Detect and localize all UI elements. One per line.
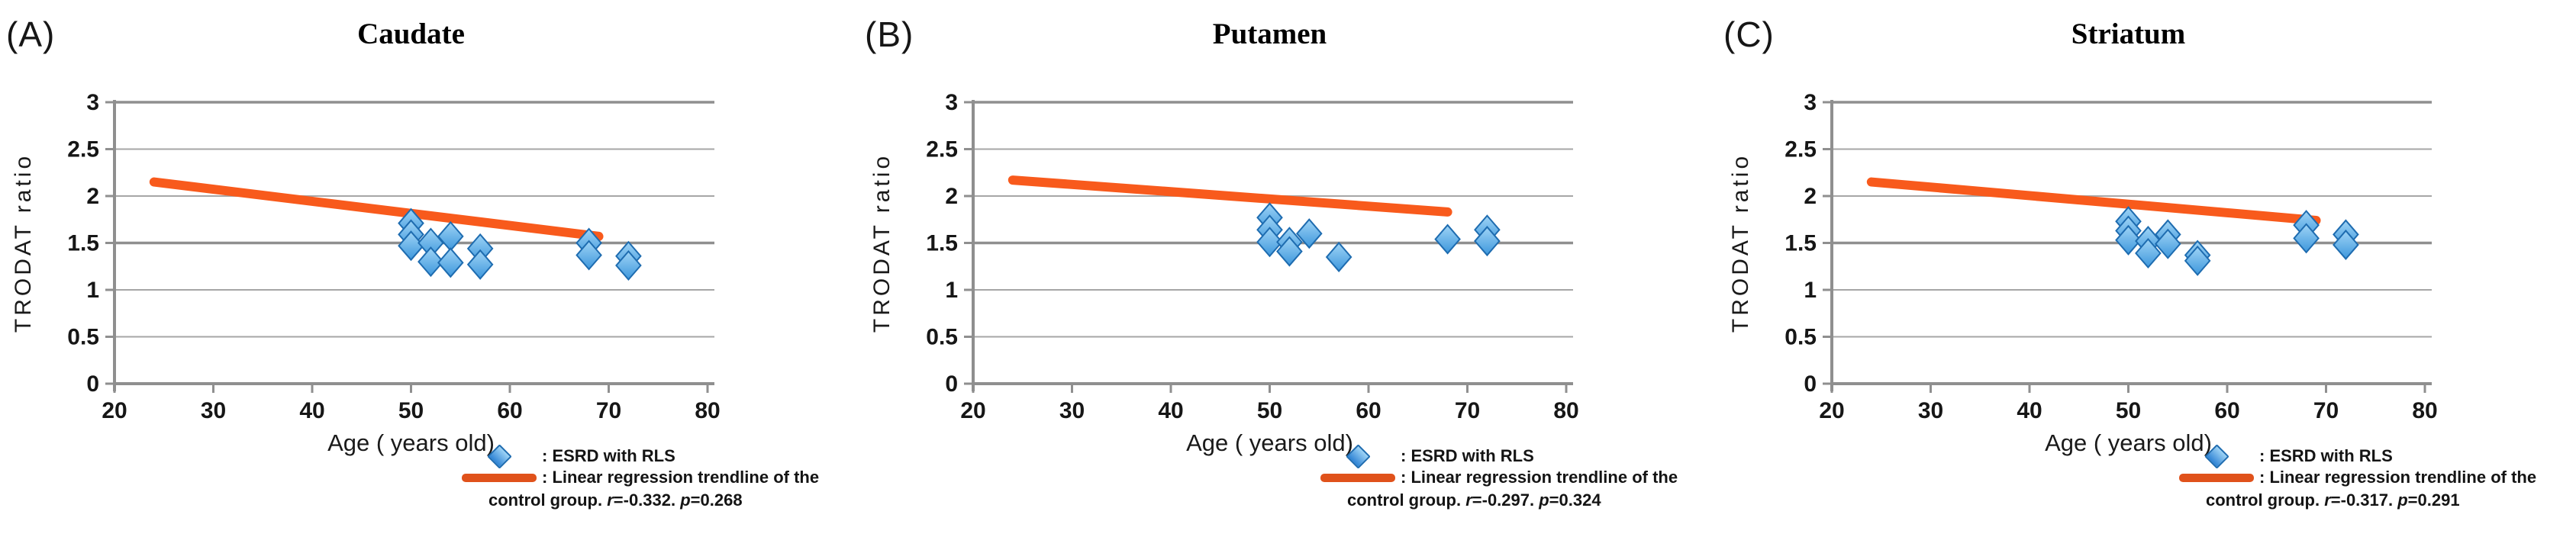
svg-text:2.5: 2.5 — [1785, 137, 1817, 162]
legend-row-trendline: : Linear regression trendline of the — [1315, 467, 1727, 488]
caudate-scatter-chart: 0 0.5 1 1.5 2 2.5 3 20 30 40 50 60 70 80 Age ( years o… — [11, 90, 721, 456]
legend-row-trendline: : Linear regression trendline of the — [456, 467, 869, 488]
legend-stats: control group. r=-0.332. p=0.268 — [488, 490, 743, 510]
svg-text:0: 0 — [945, 371, 958, 397]
svg-text:70: 70 — [2313, 398, 2339, 423]
trendline-swatch-icon — [2174, 473, 2259, 482]
legend-trendline-label: : Linear regression trendline of the — [1401, 468, 1678, 487]
legend-esrd-label: : ESRD with RLS — [542, 446, 675, 465]
svg-text:0.5: 0.5 — [1785, 325, 1817, 350]
svg-text:TRODAT ratio: TRODAT ratio — [11, 153, 36, 333]
putamen-scatter-chart: 0 0.5 1 1.5 2 2.5 3 20 30 40 50 60 70 80 Age ( years o… — [869, 90, 1579, 456]
legend-row-esrd: : ESRD with RLS — [2174, 443, 2576, 469]
svg-text:80: 80 — [1553, 398, 1578, 423]
svg-text:1: 1 — [86, 278, 99, 303]
legend-trendline-label: : Linear regression trendline of the — [2259, 468, 2537, 487]
svg-text:1.5: 1.5 — [67, 231, 99, 256]
svg-text:40: 40 — [299, 398, 324, 423]
svg-text:1: 1 — [1804, 278, 1817, 303]
legend-esrd-label: : ESRD with RLS — [2259, 446, 2393, 465]
svg-text:60: 60 — [2214, 398, 2239, 423]
esrd-diamond-icon — [2174, 443, 2259, 469]
panel-caudate: (A) Caudate 0 0.5 1 1.5 2 2.5 3 20 30 40 50 60 70 80 A… — [0, 0, 859, 537]
svg-text:3: 3 — [1804, 90, 1817, 115]
svg-text:2: 2 — [86, 184, 99, 209]
legend-row-trendline: : Linear regression trendline of the — [2174, 467, 2576, 488]
svg-text:1: 1 — [945, 278, 958, 303]
svg-text:50: 50 — [398, 398, 424, 423]
svg-text:Age ( years old): Age ( years old) — [2045, 429, 2212, 456]
panel-striatum: (C) Striatum 0 0.5 1 1.5 2 2.5 3 20 30 40 50 60 70 80… — [1717, 0, 2576, 537]
svg-text:60: 60 — [1356, 398, 1381, 423]
svg-text:0.5: 0.5 — [67, 325, 99, 350]
svg-text:30: 30 — [1918, 398, 1943, 423]
svg-text:20: 20 — [102, 398, 127, 423]
svg-text:Age ( years old): Age ( years old) — [1186, 429, 1353, 456]
legend-stats: control group. r=-0.317. p=0.291 — [2206, 490, 2460, 510]
panel-letter-c: (C) — [1723, 14, 1775, 54]
svg-text:2: 2 — [945, 184, 958, 209]
legend-putamen: : ESRD with RLS : Linear regression tren… — [1315, 443, 1727, 510]
svg-text:2: 2 — [1804, 184, 1817, 209]
chart-title-striatum: Striatum — [2071, 18, 2186, 50]
esrd-diamond-icon — [1315, 443, 1401, 469]
svg-text:2.5: 2.5 — [926, 137, 958, 162]
trendline-swatch-icon — [456, 473, 542, 482]
esrd-diamond-icon — [456, 443, 542, 469]
striatum-scatter-chart: 0 0.5 1 1.5 2 2.5 3 20 30 40 50 60 70 80 Age ( years o… — [1728, 90, 2438, 456]
svg-text:30: 30 — [1059, 398, 1085, 423]
legend-row-esrd: : ESRD with RLS — [456, 443, 869, 469]
svg-text:70: 70 — [596, 398, 621, 423]
legend-trendline-label: : Linear regression trendline of the — [542, 468, 820, 487]
svg-text:70: 70 — [1455, 398, 1480, 423]
legend-caudate: : ESRD with RLS : Linear regression tren… — [456, 443, 869, 510]
svg-text:TRODAT ratio: TRODAT ratio — [869, 153, 895, 333]
svg-text:TRODAT ratio: TRODAT ratio — [1728, 153, 1753, 333]
legend-esrd-label: : ESRD with RLS — [1401, 446, 1534, 465]
legend-row-esrd: : ESRD with RLS — [1315, 443, 1727, 469]
svg-text:3: 3 — [945, 90, 958, 115]
svg-text:20: 20 — [960, 398, 985, 423]
legend-striatum: : ESRD with RLS : Linear regression tren… — [2174, 443, 2576, 510]
svg-text:0.5: 0.5 — [926, 325, 958, 350]
svg-text:40: 40 — [1158, 398, 1183, 423]
chart-title-putamen: Putamen — [1212, 18, 1327, 50]
svg-text:1.5: 1.5 — [926, 231, 958, 256]
chart-title-caudate: Caudate — [357, 18, 465, 50]
panel-letter-a: (A) — [6, 14, 56, 54]
panel-letter-b: (B) — [865, 14, 914, 54]
trendline-swatch-icon — [1315, 473, 1401, 482]
panel-putamen: (B) Putamen 0 0.5 1 1.5 2 2.5 3 20 30 40 50 60 70 80 A… — [859, 0, 1717, 537]
svg-text:80: 80 — [2412, 398, 2437, 423]
svg-text:30: 30 — [201, 398, 226, 423]
svg-text:0: 0 — [86, 371, 99, 397]
legend-stats: control group. r=-0.297. p=0.324 — [1347, 490, 1601, 510]
svg-text:50: 50 — [2116, 398, 2141, 423]
svg-text:50: 50 — [1257, 398, 1282, 423]
svg-text:60: 60 — [497, 398, 522, 423]
svg-text:0: 0 — [1804, 371, 1817, 397]
svg-text:20: 20 — [1819, 398, 1844, 423]
svg-text:2.5: 2.5 — [67, 137, 99, 162]
svg-text:40: 40 — [2017, 398, 2042, 423]
svg-text:80: 80 — [695, 398, 720, 423]
svg-text:1.5: 1.5 — [1785, 231, 1817, 256]
svg-text:3: 3 — [86, 90, 99, 115]
svg-text:Age ( years old): Age ( years old) — [327, 429, 495, 456]
